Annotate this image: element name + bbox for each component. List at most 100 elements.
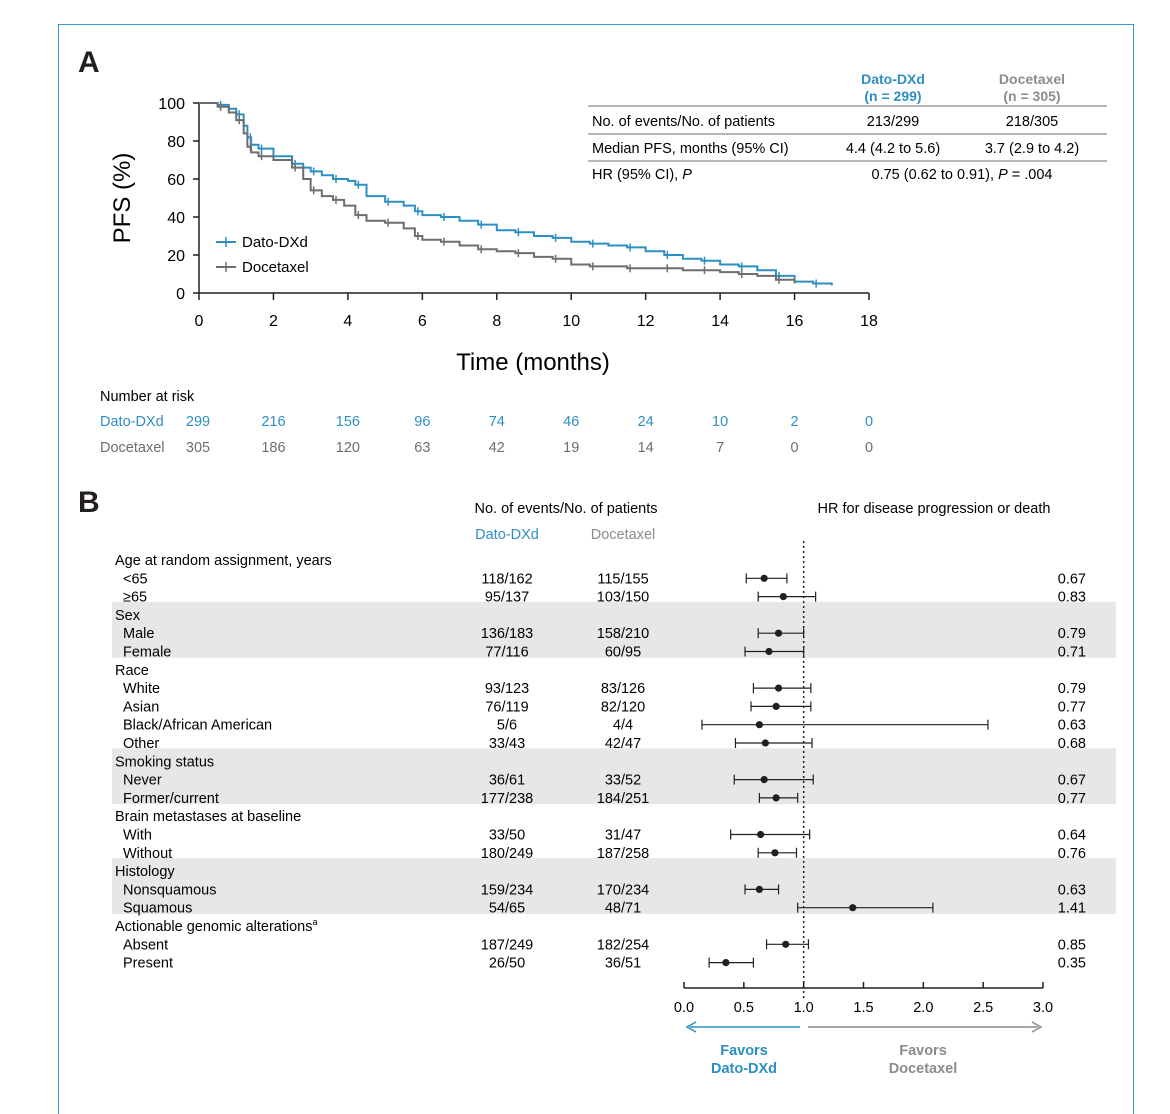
panel-a-label: A: [78, 46, 100, 79]
summary-header-doce-name: Docetaxel: [999, 71, 1065, 87]
risk-values: 299 216 156 96 74 46 24 10 2 0 305 186 120 63 42 19 14 7 0…: [186, 414, 873, 456]
events-doce: 48/71: [605, 901, 641, 917]
events-doce: 31/47: [605, 828, 641, 844]
hr-value: 0.35: [1058, 956, 1086, 972]
events-dato: 36/61: [489, 773, 525, 789]
hr-point: [774, 629, 783, 637]
subgroup-header: Histology: [115, 864, 175, 880]
risk-value: 96: [414, 414, 430, 430]
events-dato: 159/234: [481, 882, 533, 898]
events-doce: 158/210: [597, 626, 649, 642]
risk-value: 156: [336, 414, 360, 430]
km-y-tick-label: 0: [176, 286, 185, 303]
events-doce: 33/52: [605, 773, 641, 789]
km-x-axis-label: Time (months): [456, 349, 610, 376]
hr-point: [772, 702, 780, 711]
risk-value: 24: [638, 414, 654, 430]
hr-value: 0.77: [1058, 791, 1086, 807]
subgroup-header: Actionable genomic alterationsa: [115, 917, 318, 935]
risk-value: 2: [791, 414, 799, 430]
events-dato: 177/238: [481, 791, 533, 807]
summary-header-doce-n: (n = 305): [1003, 88, 1060, 104]
subgroup-label: Male: [123, 626, 154, 642]
events-dato: 33/50: [489, 828, 525, 844]
forest-x-tick-label: 0.5: [734, 1000, 754, 1016]
subgroup-label: ≥65: [123, 590, 147, 606]
km-x-tick-label: 18: [860, 313, 878, 330]
subgroup-header: Race: [115, 663, 149, 679]
subgroup-header: Brain metastases at baseline: [115, 809, 301, 825]
km-y-tick-label: 20: [167, 248, 185, 265]
hr-point: [779, 593, 787, 601]
events-doce: 170/234: [597, 882, 649, 898]
forest-x-tick-label: 2.0: [913, 1000, 933, 1016]
events-doce: 83/126: [601, 681, 645, 697]
hr-value: 0.76: [1058, 846, 1086, 862]
events-dato: 76/119: [485, 699, 528, 715]
figure-frame: [58, 24, 1134, 1114]
hr-value: 0.85: [1058, 937, 1086, 953]
hr-value: 0.83: [1058, 590, 1086, 606]
events-dato: 95/137: [485, 590, 529, 606]
km-legend-label: Docetaxel: [242, 259, 309, 276]
hr-value: 0.63: [1058, 718, 1086, 734]
forest-x-tick-label: 3.0: [1033, 1000, 1053, 1016]
subgroup-label: Nonsquamous: [123, 882, 217, 898]
km-x-tick-label: 2: [269, 313, 278, 330]
favors-left-arrowhead: [685, 1021, 697, 1033]
subgroup-label: Black/African American: [123, 718, 272, 734]
km-y-tick-label: 100: [158, 96, 185, 113]
hr-point: [760, 574, 768, 582]
events-doce: 103/150: [597, 590, 649, 606]
risk-value: 120: [336, 440, 360, 456]
risk-value: 7: [716, 440, 724, 456]
hr-value: 1.41: [1058, 901, 1086, 917]
forest-x-tick-label: 2.5: [973, 1000, 993, 1016]
events-dato: 180/249: [481, 846, 533, 862]
subgroup-label: Never: [123, 773, 162, 789]
hr-point: [774, 684, 783, 692]
risk-row-name-dato: Dato-DXd: [100, 414, 164, 430]
risk-value: 46: [563, 414, 579, 430]
risk-value: 305: [186, 440, 210, 456]
summary-row-dato: 4.4 (4.2 to 5.6): [846, 141, 940, 157]
hr-value: 0.64: [1058, 828, 1086, 844]
hr-value: 0.77: [1058, 699, 1086, 715]
risk-value: 19: [563, 440, 579, 456]
hr-value: 0.63: [1058, 882, 1086, 898]
hr-point: [771, 849, 779, 857]
risk-value: 74: [489, 414, 505, 430]
km-x-tick-label: 16: [786, 313, 804, 330]
hr-value: 0.68: [1058, 736, 1086, 752]
events-dato: 77/116: [485, 645, 528, 661]
km-y-tick-label: 80: [167, 134, 185, 151]
events-header: No. of events/No. of patients: [475, 501, 658, 517]
panel-b-label: B: [78, 486, 100, 519]
summary-row-label: No. of events/No. of patients: [592, 114, 775, 130]
hr-point: [782, 940, 790, 948]
summary-row-doce: 3.7 (2.9 to 4.2): [985, 141, 1079, 157]
km-y-tick-label: 60: [167, 172, 185, 189]
favors-annotation: Favors Dato-DXd Favors Docetaxel: [685, 1021, 1043, 1077]
hr-value: 0.71: [1058, 645, 1086, 661]
summary-hr-value: 0.75 (0.62 to 0.91), P = .004: [872, 167, 1053, 183]
events-doce: 42/47: [605, 736, 641, 752]
subgroup-label: Other: [123, 736, 159, 752]
subgroup-label: Female: [123, 645, 171, 661]
km-series-line-doce: [199, 102, 796, 284]
km-y-axis-label: PFS (%): [109, 153, 136, 244]
risk-value: 216: [261, 414, 285, 430]
forest-x-tick-label: 1.5: [853, 1000, 873, 1016]
hr-value: 0.67: [1058, 773, 1086, 789]
hr-value: 0.79: [1058, 626, 1086, 642]
risk-value: 299: [186, 414, 210, 430]
km-series-line-dato: [199, 102, 833, 286]
events-dato: 5/6: [497, 718, 517, 734]
hr-header: HR for disease progression or death: [818, 501, 1051, 517]
subgroup-label: Squamous: [123, 901, 192, 917]
subgroup-shade-band: [112, 748, 1116, 805]
hr-point: [849, 904, 857, 912]
km-x-tick-label: 10: [562, 313, 580, 330]
hr-point: [760, 776, 768, 784]
events-doce: 184/251: [597, 791, 649, 807]
